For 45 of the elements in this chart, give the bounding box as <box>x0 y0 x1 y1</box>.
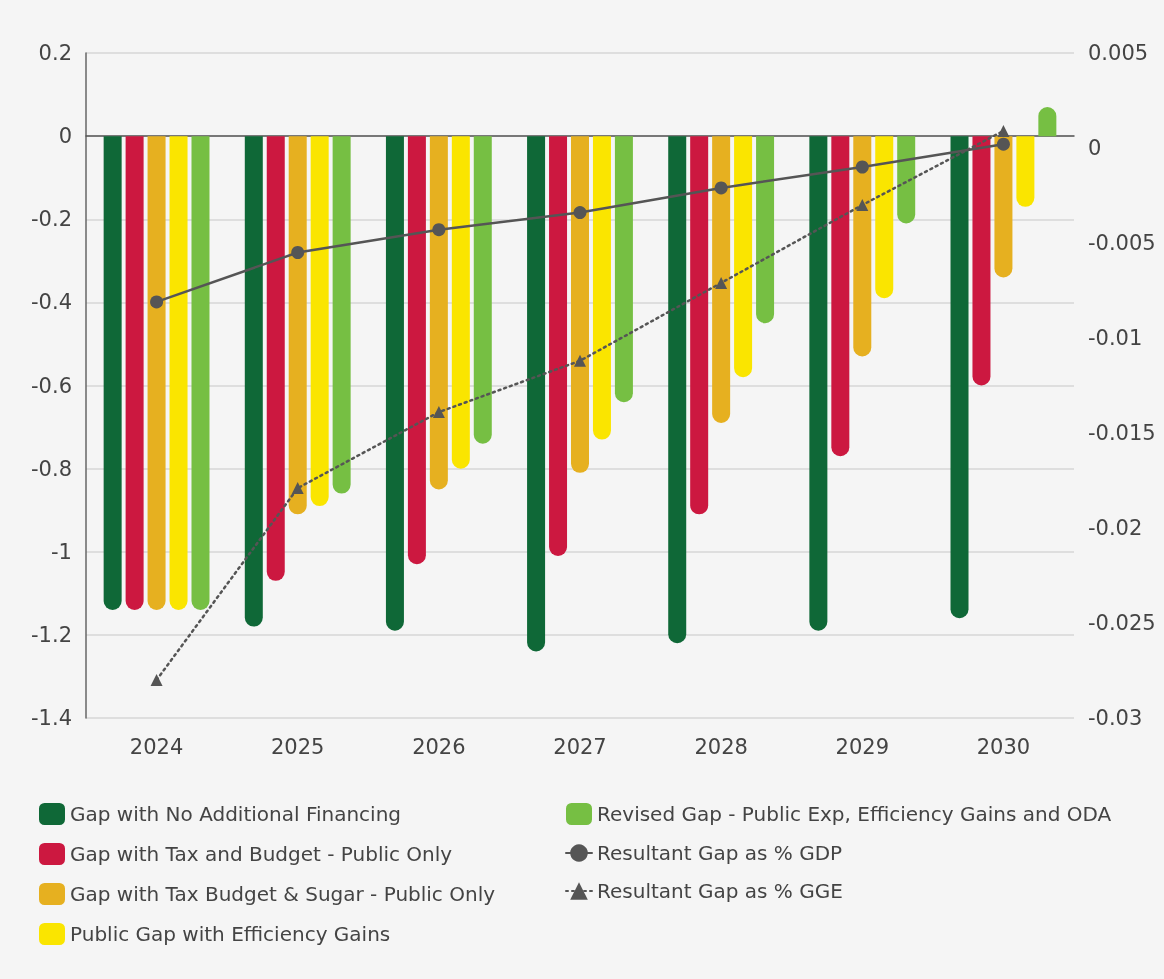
point <box>432 223 446 237</box>
y-tick-label: -0.2 <box>31 207 72 232</box>
y2-tick-label: -0.025 <box>1088 611 1156 635</box>
x-tick-label: 2027 <box>553 734 607 759</box>
point <box>150 295 164 309</box>
legend-label: Public Gap with Efficiency Gains <box>70 922 391 946</box>
x-tick-label: 2024 <box>129 734 184 759</box>
x-tick-label: 2028 <box>694 734 748 759</box>
point <box>855 160 869 174</box>
legend-label: Gap with Tax and Budget - Public Only <box>70 842 453 866</box>
point <box>291 246 305 259</box>
point <box>291 482 304 495</box>
y-tick-label: -1.4 <box>31 706 72 730</box>
y2-tick-label: -0.015 <box>1088 421 1156 445</box>
point <box>432 406 445 419</box>
y-tick-label: -0.8 <box>31 456 72 481</box>
y-tick-label: 0 <box>58 124 72 149</box>
legend-label: Gap with Tax Budget & Sugar - Public Only <box>70 882 496 906</box>
legend-label: Resultant Gap as % GGE <box>597 879 843 903</box>
y-tick-label: -1 <box>51 539 72 564</box>
point <box>996 137 1010 151</box>
y2-tick-label: -0.005 <box>1088 231 1156 255</box>
y2-tick-label: 0.005 <box>1088 41 1149 65</box>
point <box>997 124 1010 137</box>
y-tick-label: -0.4 <box>31 290 72 315</box>
x-tick-label: 2025 <box>270 734 325 759</box>
legend-label: Revised Gap - Public Exp, Efficiency Gains and ODA <box>597 802 1112 826</box>
y2-tick-label: -0.03 <box>1088 706 1143 730</box>
y2-tick-label: -0.02 <box>1088 516 1143 540</box>
point <box>150 674 163 686</box>
point <box>856 199 869 211</box>
y-tick-label: -0.6 <box>31 373 72 398</box>
x-tick-label: 2030 <box>976 734 1031 759</box>
point <box>573 206 587 220</box>
legend-label: Resultant Gap as % GDP <box>597 841 843 865</box>
y2-tick-label: -0.01 <box>1088 326 1143 350</box>
point <box>715 276 728 289</box>
y2-tick-label: 0 <box>1088 136 1102 160</box>
point <box>714 181 728 195</box>
x-tick-label: 2026 <box>412 734 466 759</box>
y-tick-label: 0.2 <box>38 41 72 65</box>
y-tick-label: -1.2 <box>31 622 72 647</box>
point <box>574 354 586 367</box>
x-tick-label: 2029 <box>835 734 890 759</box>
legend-label: Gap with No Additional Financing <box>70 802 402 826</box>
